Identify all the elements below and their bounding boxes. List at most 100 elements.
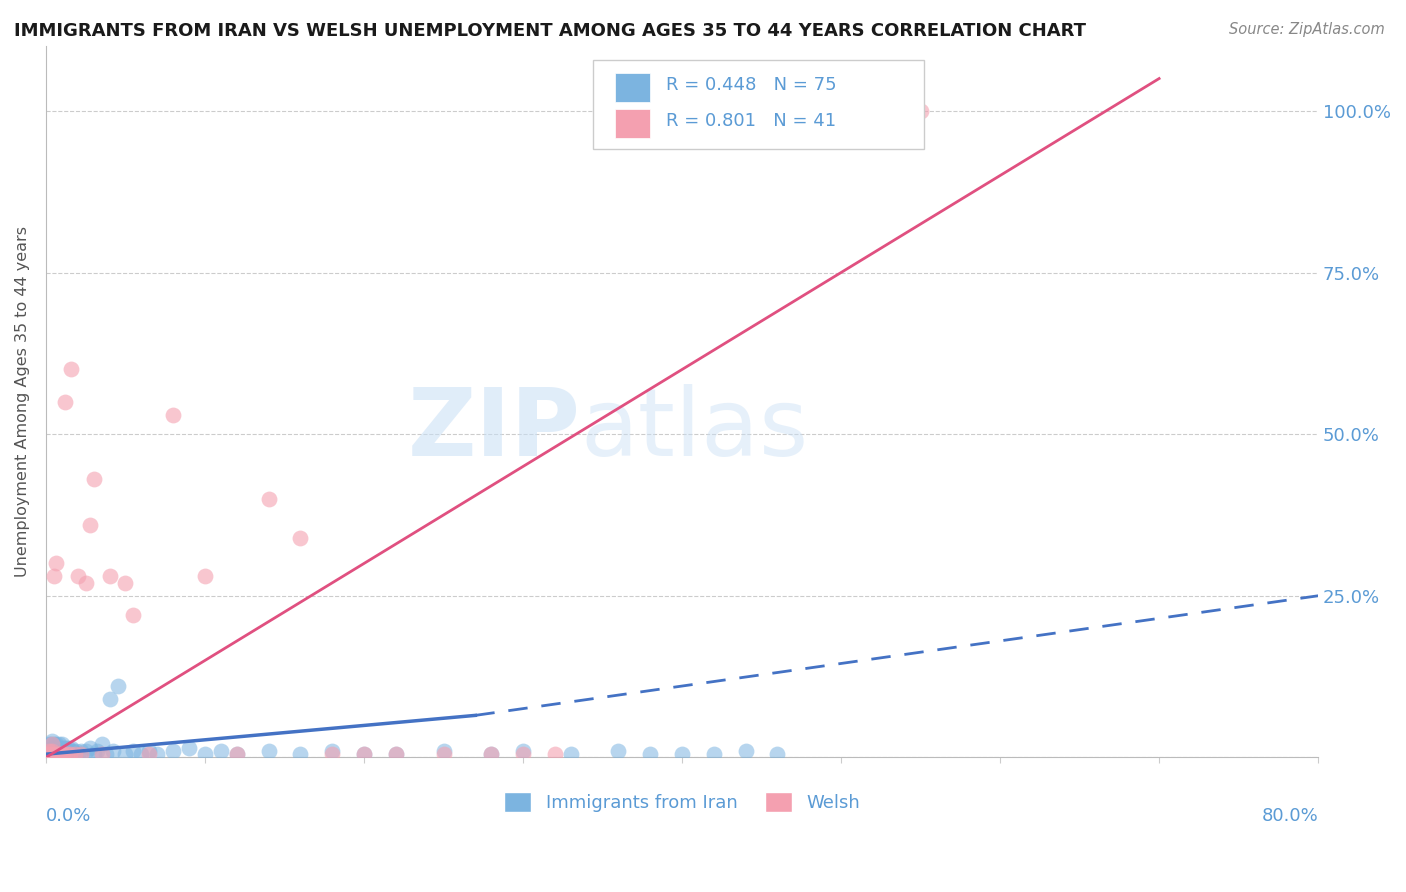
- Point: [59, 744, 82, 758]
- Point: [138, 747, 160, 761]
- Point: [48, 747, 70, 761]
- Point: [90, 747, 112, 761]
- Point: [51, 744, 73, 758]
- Point: [638, 747, 661, 761]
- Point: [83, 747, 105, 761]
- Point: [58, 740, 80, 755]
- Text: atlas: atlas: [581, 384, 808, 476]
- Point: [162, 408, 184, 422]
- Point: [96, 747, 118, 761]
- Point: [544, 747, 567, 761]
- Point: [432, 744, 454, 758]
- Point: [48, 738, 70, 752]
- Point: [39, 744, 62, 758]
- Point: [225, 747, 247, 761]
- Point: [46, 744, 69, 758]
- Point: [44, 738, 66, 752]
- Text: ZIP: ZIP: [408, 384, 581, 476]
- Point: [353, 747, 375, 761]
- Point: [44, 557, 66, 571]
- Point: [41, 738, 63, 752]
- Point: [41, 740, 63, 755]
- Point: [98, 692, 121, 706]
- Point: [63, 747, 86, 761]
- Point: [42, 747, 65, 761]
- Point: [122, 608, 145, 623]
- Point: [52, 740, 75, 755]
- Point: [44, 744, 66, 758]
- Point: [55, 744, 77, 758]
- Point: [432, 747, 454, 761]
- Point: [703, 747, 725, 761]
- Point: [60, 362, 83, 376]
- Point: [385, 747, 408, 761]
- Point: [177, 740, 200, 755]
- Point: [209, 744, 232, 758]
- Point: [671, 747, 693, 761]
- Point: [41, 747, 63, 761]
- Point: [51, 747, 73, 761]
- Point: [385, 747, 408, 761]
- Bar: [614, 109, 650, 138]
- Point: [51, 738, 73, 752]
- Point: [39, 747, 62, 761]
- Point: [83, 472, 105, 486]
- Point: [41, 734, 63, 748]
- Point: [62, 744, 84, 758]
- Point: [146, 747, 169, 761]
- Point: [98, 569, 121, 583]
- Point: [49, 740, 72, 755]
- Point: [131, 747, 153, 761]
- Point: [122, 744, 145, 758]
- Point: [162, 744, 184, 758]
- Point: [194, 569, 217, 583]
- Y-axis label: Unemployment Among Ages 35 to 44 years: Unemployment Among Ages 35 to 44 years: [15, 227, 30, 577]
- Point: [53, 740, 76, 755]
- Point: [60, 740, 83, 755]
- Point: [39, 747, 62, 761]
- Point: [42, 747, 65, 761]
- Point: [70, 747, 93, 761]
- Point: [55, 747, 77, 761]
- Point: [290, 747, 312, 761]
- Point: [910, 103, 932, 118]
- Point: [75, 575, 97, 590]
- Point: [38, 744, 60, 758]
- Text: R = 0.448   N = 75: R = 0.448 N = 75: [665, 77, 837, 95]
- Point: [42, 738, 65, 752]
- Point: [90, 738, 112, 752]
- Point: [257, 491, 280, 506]
- Legend: Immigrants from Iran, Welsh: Immigrants from Iran, Welsh: [496, 785, 868, 820]
- Point: [59, 747, 82, 761]
- Text: 0.0%: 0.0%: [46, 807, 91, 825]
- Point: [560, 747, 582, 761]
- Point: [48, 744, 70, 758]
- Point: [75, 744, 97, 758]
- Point: [38, 738, 60, 752]
- Point: [66, 569, 89, 583]
- Point: [52, 747, 75, 761]
- Point: [53, 747, 76, 761]
- Point: [114, 747, 136, 761]
- Point: [321, 744, 343, 758]
- Point: [66, 747, 89, 761]
- Point: [37, 747, 59, 761]
- Point: [38, 744, 60, 758]
- Point: [107, 679, 129, 693]
- Text: 80.0%: 80.0%: [1261, 807, 1319, 825]
- Point: [257, 744, 280, 758]
- Point: [59, 747, 82, 761]
- Point: [53, 394, 76, 409]
- Point: [101, 744, 124, 758]
- FancyBboxPatch shape: [593, 61, 924, 149]
- Point: [290, 531, 312, 545]
- Text: IMMIGRANTS FROM IRAN VS WELSH UNEMPLOYMENT AMONG AGES 35 TO 44 YEARS CORRELATION: IMMIGRANTS FROM IRAN VS WELSH UNEMPLOYME…: [14, 22, 1085, 40]
- Point: [55, 747, 77, 761]
- Text: Source: ZipAtlas.com: Source: ZipAtlas.com: [1229, 22, 1385, 37]
- Point: [225, 747, 247, 761]
- Point: [46, 740, 69, 755]
- Point: [479, 747, 502, 761]
- Point: [37, 747, 59, 761]
- Bar: [614, 73, 650, 103]
- Point: [39, 738, 62, 752]
